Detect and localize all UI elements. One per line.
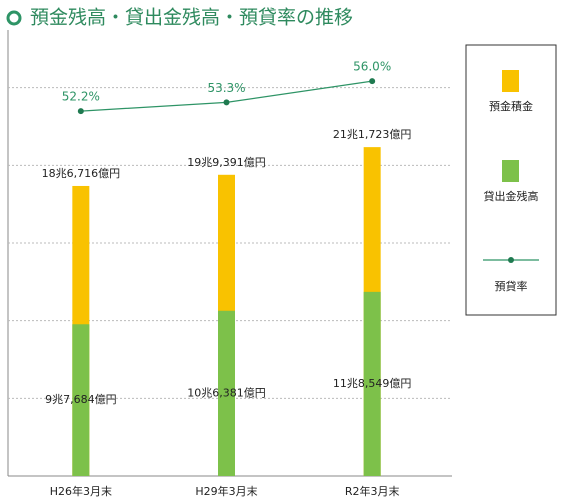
bar xyxy=(218,310,235,476)
data-label: 21兆1,723億円 xyxy=(333,128,412,141)
legend-label: 預金積金 xyxy=(489,99,533,113)
legend-swatch xyxy=(502,160,519,182)
x-tick-label: H26年3月末 xyxy=(50,484,112,498)
data-label: 11兆8,549億円 xyxy=(333,377,412,390)
x-tick-label: H29年3月末 xyxy=(195,484,257,498)
point xyxy=(223,99,230,106)
legend-label: 貸出金残高 xyxy=(484,189,539,203)
title-icon xyxy=(6,10,22,26)
data-label: 18兆6,716億円 xyxy=(42,167,121,180)
point xyxy=(77,108,84,115)
data-label: 9兆7,684億円 xyxy=(45,393,117,406)
bar xyxy=(363,291,381,476)
data-label: 19兆9,391億円 xyxy=(187,156,266,169)
x-tick-label: R2年3月末 xyxy=(345,484,400,498)
legend-swatch xyxy=(502,70,519,92)
data-label: 10兆6,381億円 xyxy=(187,386,266,399)
data-label: 52.2% xyxy=(62,90,100,104)
legend-box xyxy=(465,44,557,316)
legend-point xyxy=(508,257,514,263)
chart-title: 預金残高・貸出金残高・預貸率の推移 xyxy=(30,7,353,29)
point xyxy=(369,78,376,85)
data-label: 53.3% xyxy=(207,81,245,95)
bar xyxy=(72,324,90,476)
data-label: 56.0% xyxy=(353,60,391,74)
legend-label: 預貸率 xyxy=(495,279,528,293)
